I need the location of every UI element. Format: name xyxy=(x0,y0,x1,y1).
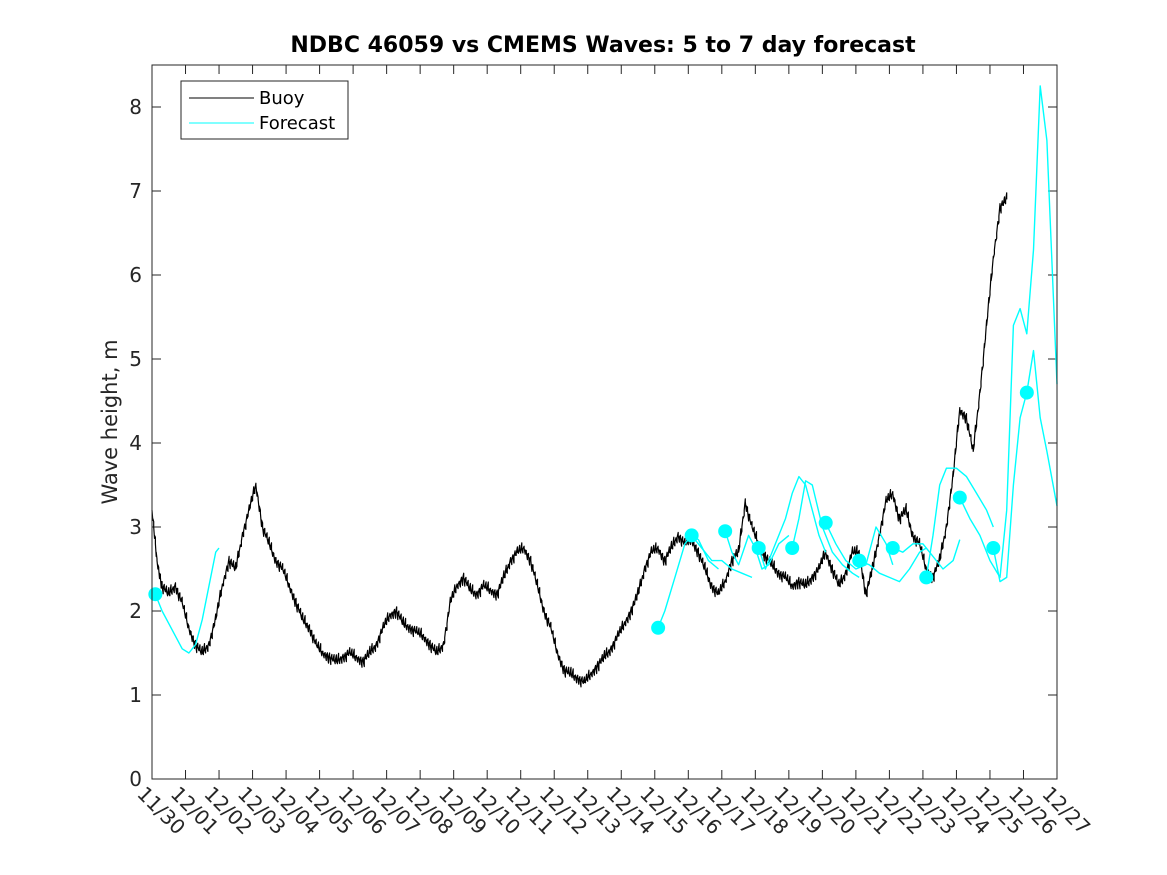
plot-area xyxy=(152,65,1057,779)
forecast-marker xyxy=(684,528,699,543)
forecast-marker xyxy=(885,541,900,555)
chart-title: NDBC 46059 vs CMEMS Waves: 5 to 7 day fo… xyxy=(290,33,916,58)
forecast-marker xyxy=(818,515,833,530)
y-axis-label: Wave height, m xyxy=(98,339,122,504)
forecast-marker xyxy=(148,587,163,602)
forecast-series-line xyxy=(691,534,753,579)
y-tick-label: 0 xyxy=(129,767,142,791)
forecast-series-line xyxy=(892,539,961,570)
forecast-marker xyxy=(852,553,867,568)
y-tick-label: 3 xyxy=(129,515,142,539)
buoy-series-line xyxy=(151,192,1008,688)
y-tick-label: 8 xyxy=(129,95,142,119)
y-tick-label: 7 xyxy=(129,179,142,203)
series-layer xyxy=(151,85,1058,688)
forecast-series-line xyxy=(959,85,1058,579)
forecast-series-line xyxy=(858,547,927,583)
y-tick-label: 1 xyxy=(129,683,142,707)
legend: Buoy Forecast xyxy=(180,80,349,140)
y-tick-label: 5 xyxy=(129,347,142,371)
forecast-series-line xyxy=(925,467,994,578)
forecast-series-line xyxy=(151,547,220,654)
forecast-series-line xyxy=(992,349,1058,583)
forecast-marker xyxy=(718,524,733,539)
y-axis-ticks: 0 1 2 3 4 5 6 7 8 xyxy=(129,95,1057,791)
forecast-marker xyxy=(952,490,967,505)
forecast-series-line xyxy=(758,475,827,570)
forecast-marker xyxy=(1019,385,1034,400)
y-tick-label: 6 xyxy=(129,263,142,287)
legend-buoy-label: Buoy xyxy=(259,88,305,109)
legend-forecast-label: Forecast xyxy=(259,113,335,134)
y-tick-label: 2 xyxy=(129,599,142,623)
legend-box xyxy=(180,80,349,140)
axes-box xyxy=(151,64,1058,780)
forecast-marker xyxy=(651,620,666,635)
forecast-marker xyxy=(751,541,766,555)
forecast-marker xyxy=(919,570,934,585)
forecast-marker xyxy=(785,541,800,555)
y-tick-label: 4 xyxy=(129,431,142,455)
forecast-marker xyxy=(986,541,1001,555)
